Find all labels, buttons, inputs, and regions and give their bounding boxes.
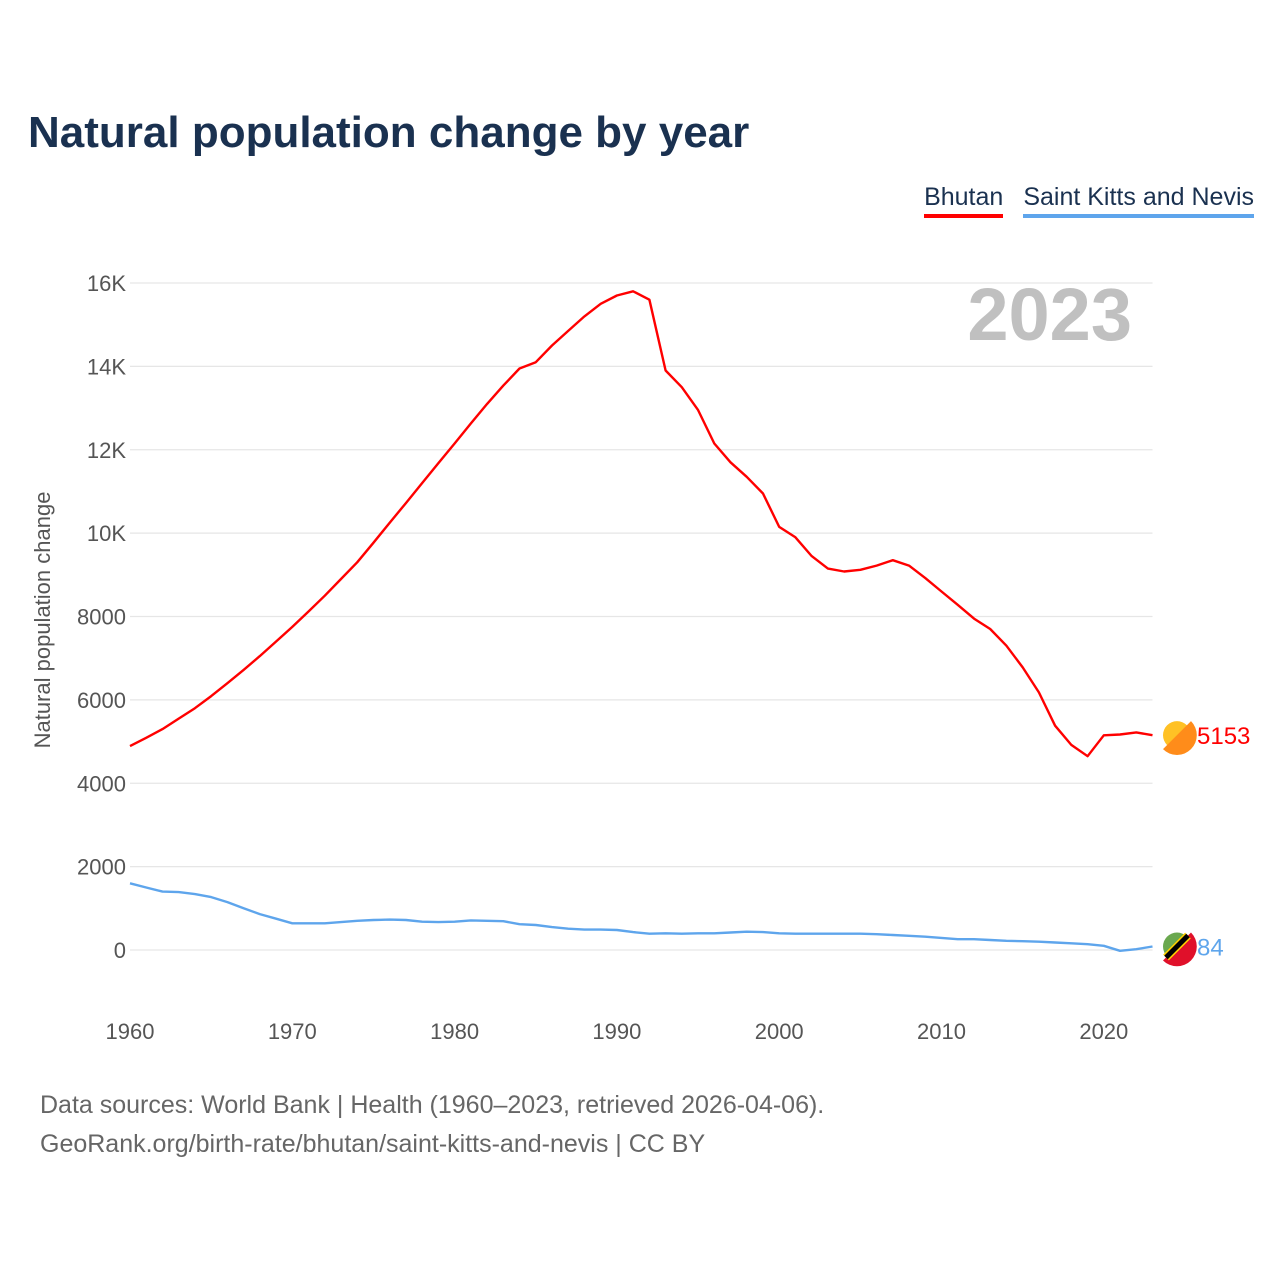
x-axis-ticks: 1960 1970 1980 1990 2000 2010 2020 xyxy=(106,1019,1129,1044)
y-axis-label: Natural population change xyxy=(30,492,55,749)
y-tick-label: 10K xyxy=(87,521,126,546)
series-line-saint-kitts-and-nevis xyxy=(129,882,1153,952)
y-tick-label: 4000 xyxy=(77,771,126,796)
y-tick-label: 8000 xyxy=(77,605,126,630)
x-tick-label: 1970 xyxy=(268,1019,317,1044)
legend-item-saint-kitts-and-nevis[interactable]: Saint Kitts and Nevis xyxy=(1023,183,1254,218)
x-tick-label: 2010 xyxy=(917,1019,966,1044)
x-tick-label: 1990 xyxy=(592,1019,641,1044)
legend-item-bhutan[interactable]: Bhutan xyxy=(924,183,1004,218)
series-line-bhutan xyxy=(129,290,1153,758)
x-tick-label: 1980 xyxy=(430,1019,479,1044)
x-tick-label: 1960 xyxy=(106,1019,155,1044)
y-tick-label: 6000 xyxy=(77,688,126,713)
end-value-label: 5153 xyxy=(1197,723,1250,750)
source-link[interactable]: GeoRank.org/birth-rate/bhutan/saint-kitt… xyxy=(40,1130,706,1158)
x-tick-label: 2000 xyxy=(755,1019,804,1044)
chart-title: Natural population change by year xyxy=(28,108,750,157)
year-watermark: 2023 xyxy=(967,273,1132,356)
saint-kitts-flag-stripe xyxy=(1164,933,1190,960)
y-tick-label: 14K xyxy=(87,354,126,379)
saint-kitts-flag-icon-half xyxy=(1163,932,1197,967)
series-lines: 5153 84 xyxy=(129,290,1250,967)
x-tick-label: 2020 xyxy=(1079,1019,1128,1044)
gridlines: 0 2000 4000 6000 8000 10K 12K 14K 16K xyxy=(77,271,1153,963)
data-sources: Data sources: World Bank | Health (1960–… xyxy=(40,1091,825,1119)
y-tick-label: 12K xyxy=(87,438,126,463)
footer: Data sources: World Bank | Health (1960–… xyxy=(40,1086,824,1164)
bhutan-flag-icon-half xyxy=(1163,721,1197,755)
end-value-label: 84 xyxy=(1197,934,1224,961)
y-tick-label: 16K xyxy=(87,271,126,296)
y-tick-label: 2000 xyxy=(77,855,126,880)
y-tick-label: 0 xyxy=(114,938,126,963)
legend: Bhutan Saint Kitts and Nevis xyxy=(924,183,1254,218)
